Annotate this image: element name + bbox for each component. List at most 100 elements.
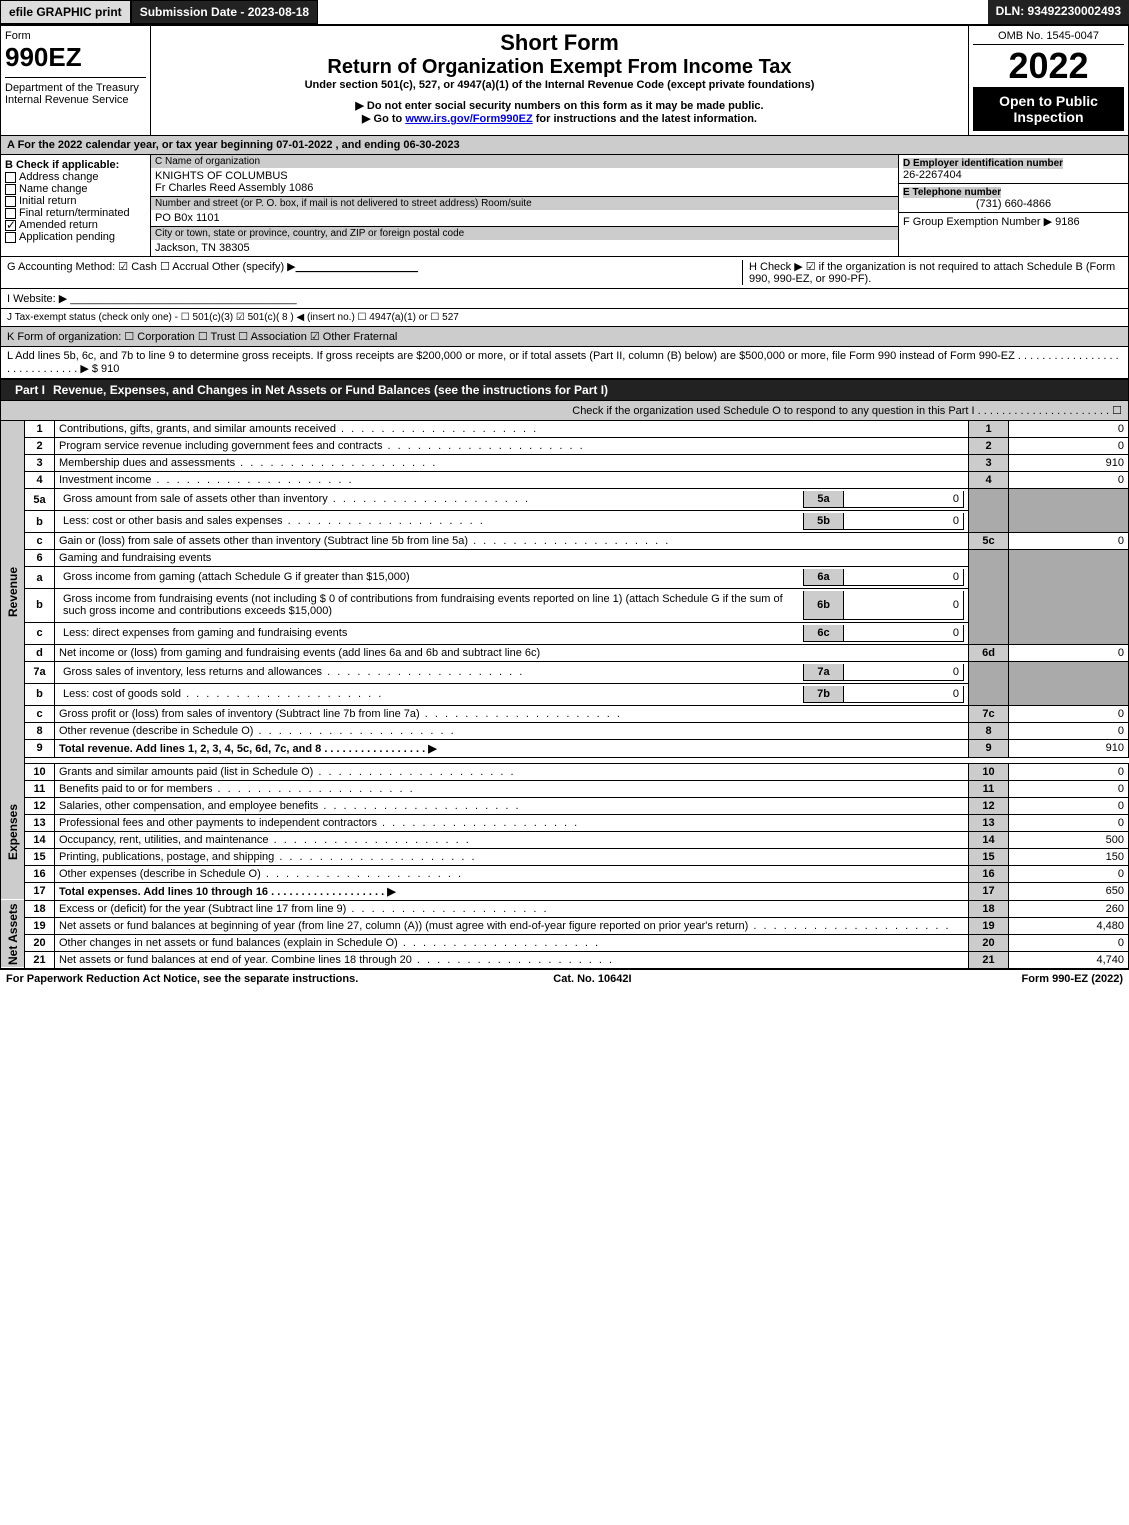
ln1: 1 [969,421,1009,438]
d2: Program service revenue including govern… [55,438,969,455]
i-website: I Website: ▶ ___________________________… [7,292,297,305]
form-header: Form 990EZ Department of the Treasury In… [0,25,1129,136]
sub3-post: for instructions and the latest informat… [533,113,757,125]
row-a-taxyear: A For the 2022 calendar year, or tax yea… [0,136,1129,155]
v19: 4,480 [1009,917,1129,934]
g-accounting: G Accounting Method: ☑ Cash ☐ Accrual Ot… [7,260,418,285]
d6b: Gross income from fundraising events (no… [55,589,969,623]
in5b: 5b [804,513,844,530]
d-label: D Employer identification number [903,158,1063,169]
iv6a: 0 [844,569,964,586]
c-addr-label: Number and street (or P. O. box, if mail… [151,197,898,210]
chk-final[interactable]: Final return/terminated [5,207,146,219]
iv5a: 0 [844,491,964,508]
row-k: K Form of organization: ☐ Corporation ☐ … [0,327,1129,347]
footer-mid: Cat. No. 10642I [553,973,631,985]
title-return: Return of Organization Exempt From Incom… [155,56,964,79]
d3: Membership dues and assessments [55,455,969,472]
ln17: 17 [969,882,1009,900]
dln: DLN: 93492230002493 [988,0,1129,24]
ein: 26-2267404 [903,169,962,181]
e-label: E Telephone number [903,187,1001,198]
row-i: I Website: ▶ ___________________________… [0,289,1129,309]
chk-address[interactable]: Address change [5,171,146,183]
v10: 0 [1009,763,1129,780]
c-name-label: C Name of organization [151,155,898,168]
form-number: 990EZ [5,42,146,73]
n11: 11 [25,780,55,797]
iv7a: 0 [844,664,964,681]
n5a: 5a [25,489,55,511]
n13: 13 [25,814,55,831]
v2: 0 [1009,438,1129,455]
g-text: G Accounting Method: ☑ Cash ☐ Accrual Ot… [7,261,296,273]
org-city: Jackson, TN 38305 [151,240,898,256]
n19: 19 [25,917,55,934]
d4: Investment income [55,472,969,489]
side-revenue: Revenue [1,421,25,763]
grey5 [969,489,1009,533]
ln13: 13 [969,814,1009,831]
ln16: 16 [969,865,1009,882]
chk-initial[interactable]: Initial return [5,195,146,207]
v12: 0 [1009,797,1129,814]
ln7c: 7c [969,705,1009,722]
d6a: Gross income from gaming (attach Schedul… [55,567,969,589]
j-tax-exempt: J Tax-exempt status (check only one) - ☐… [7,312,459,323]
in6c: 6c [804,625,844,642]
v5c: 0 [1009,533,1129,550]
col-b: B Check if applicable: Address change Na… [1,155,151,256]
efile-print-button[interactable]: efile GRAPHIC print [0,0,131,24]
d7c: Gross profit or (loss) from sales of inv… [55,705,969,722]
section-bcdef: B Check if applicable: Address change Na… [0,155,1129,257]
form-right: OMB No. 1545-0047 2022 Open to Public In… [968,26,1128,135]
sub2: ▶ Do not enter social security numbers o… [155,99,964,112]
irs-link[interactable]: www.irs.gov/Form990EZ [405,113,532,125]
iv7b: 0 [844,686,964,703]
chk-pending[interactable]: Application pending [5,231,146,243]
d9: Total revenue. Add lines 1, 2, 3, 4, 5c,… [55,739,969,757]
n21: 21 [25,951,55,968]
v17: 650 [1009,882,1129,900]
d6d: Net income or (loss) from gaming and fun… [55,644,969,661]
chk-amended[interactable]: Amended return [5,219,146,231]
v13: 0 [1009,814,1129,831]
org-name: KNIGHTS OF COLUMBUS Fr Charles Reed Asse… [151,168,898,197]
chk-name[interactable]: Name change [5,183,146,195]
v8: 0 [1009,722,1129,739]
ln4: 4 [969,472,1009,489]
ln10: 10 [969,763,1009,780]
omb-number: OMB No. 1545-0047 [973,30,1124,45]
part1-check: Check if the organization used Schedule … [0,401,1129,421]
n6: 6 [25,550,55,567]
grey7 [969,661,1009,705]
in6b: 6b [804,591,844,619]
sub1: Under section 501(c), 527, or 4947(a)(1)… [155,79,964,91]
ln6d: 6d [969,644,1009,661]
title-short-form: Short Form [155,30,964,56]
d5c: Gain or (loss) from sale of assets other… [55,533,969,550]
d20: Other changes in net assets or fund bala… [55,934,969,951]
part1-header: Part I Revenue, Expenses, and Changes in… [0,379,1129,401]
v14: 500 [1009,831,1129,848]
n10: 10 [25,763,55,780]
ln3: 3 [969,455,1009,472]
ln20: 20 [969,934,1009,951]
n5b: b [25,511,55,533]
n15: 15 [25,848,55,865]
ln9: 9 [969,739,1009,757]
n6d: d [25,644,55,661]
ln5c: 5c [969,533,1009,550]
ln19: 19 [969,917,1009,934]
ln15: 15 [969,848,1009,865]
side-expenses: Expenses [1,763,25,900]
d5b: Less: cost or other basis and sales expe… [55,511,969,533]
d19: Net assets or fund balances at beginning… [55,917,969,934]
footer: For Paperwork Reduction Act Notice, see … [0,969,1129,988]
b-label: B Check if applicable: [5,159,146,171]
phone: (731) 660-4866 [903,198,1124,210]
form-center: Short Form Return of Organization Exempt… [151,26,968,135]
part1-table: Revenue 1 Contributions, gifts, grants, … [0,421,1129,969]
v18: 260 [1009,900,1129,917]
iv5b: 0 [844,513,964,530]
